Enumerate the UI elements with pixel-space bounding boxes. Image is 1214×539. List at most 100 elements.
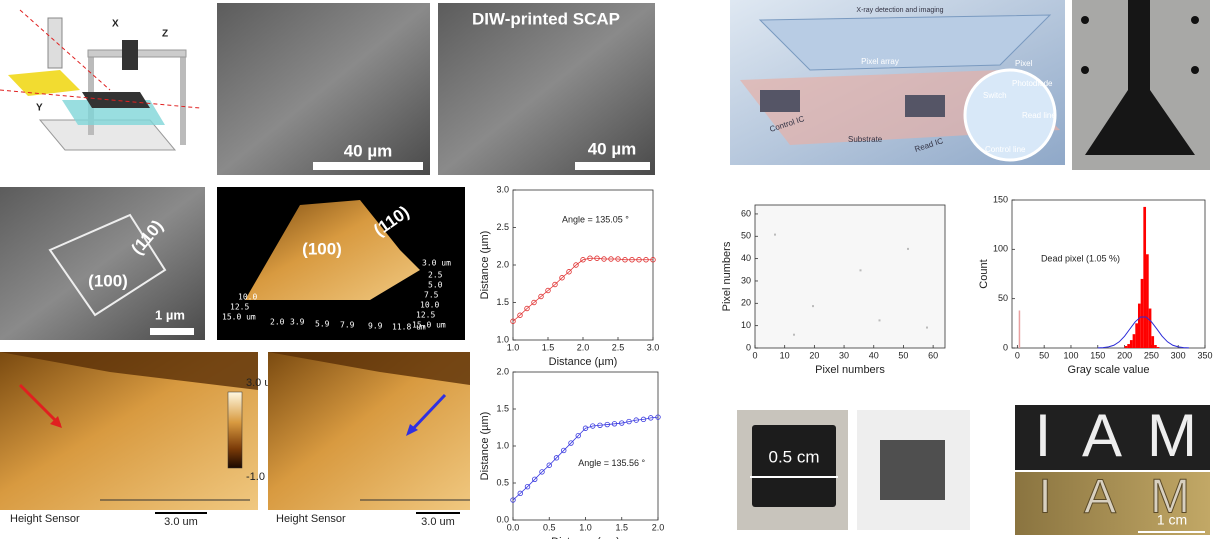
y-tick-label: 0	[746, 342, 751, 352]
printer-panel: X Z Y	[0, 0, 205, 175]
y-tick-label: 2.5	[496, 222, 509, 232]
data-point	[590, 423, 596, 429]
bar	[1151, 336, 1155, 348]
data-point	[575, 432, 581, 439]
x-tick-label: 0	[752, 350, 757, 360]
afm-tick: 15.0 um	[222, 313, 256, 322]
caption: Height Sensor	[276, 513, 346, 525]
bar	[1137, 303, 1141, 348]
y-tick-label: 50	[998, 293, 1008, 303]
afm-tick: 7.5	[424, 291, 439, 300]
letter: I	[1035, 402, 1052, 469]
y-tick-label: 0	[1003, 342, 1008, 352]
data-point	[594, 255, 600, 261]
print-pattern	[8, 70, 80, 96]
guide	[19, 9, 111, 91]
scale-bar	[575, 162, 650, 170]
y-tick-label: 3.0	[496, 184, 509, 194]
afm-tick: 2.0	[270, 318, 285, 327]
print	[82, 92, 150, 108]
data-point	[615, 256, 621, 262]
pixel-speck	[859, 269, 862, 272]
y-tick-label: 20	[741, 298, 751, 308]
x-tick-label: 10	[780, 350, 790, 360]
pixel-speck	[774, 233, 776, 236]
data-point	[640, 416, 647, 423]
plot-frame	[1011, 199, 1206, 349]
x-tick-label: 2.0	[652, 522, 665, 532]
x-tick-label: 0	[1015, 350, 1020, 360]
afm-tick: 10.0	[238, 293, 257, 302]
data-point	[568, 440, 574, 446]
sem-image	[217, 3, 430, 175]
detector-label: Read line	[1022, 111, 1056, 120]
x-tick-label: 0.5	[543, 522, 556, 532]
bar	[1146, 254, 1149, 348]
scale-bar	[150, 328, 194, 335]
detector-label: Photodiode	[1012, 79, 1053, 88]
afm-tick: 5.0	[428, 281, 443, 290]
pixel-speck	[812, 305, 814, 308]
data-point	[650, 257, 656, 263]
scale-label: 40 µm	[344, 141, 393, 160]
afm-tick: 3.0 um	[422, 259, 451, 268]
x-tick-label: 1.0	[579, 522, 592, 532]
afm-tick: 11.8 um	[392, 323, 426, 332]
data-point	[573, 262, 579, 268]
data-point	[517, 490, 523, 497]
data-point	[580, 257, 586, 263]
x-tick-label: 3.0	[647, 342, 660, 352]
y-axis-label: Pixel numbers	[721, 241, 733, 311]
afm-surface	[245, 200, 420, 300]
annotation: Angle = 135.56 °	[578, 458, 645, 468]
annotation: Dead pixel (1.05 %)	[1041, 254, 1120, 264]
x-tick-label: 100	[1063, 350, 1078, 360]
y-tick-label: 100	[993, 244, 1008, 254]
scale-bar	[313, 162, 423, 170]
y-tick-label: 1.5	[496, 403, 509, 413]
afm-tick: 2.5	[428, 271, 443, 280]
afm-tick: 12.5	[230, 303, 249, 312]
data-point	[524, 484, 531, 490]
letter: M	[1150, 471, 1190, 524]
guide	[0, 89, 201, 109]
x-tick-label: 60	[928, 350, 938, 360]
bar	[1143, 206, 1147, 348]
device	[1085, 0, 1195, 155]
x-tick-label: 2.0	[577, 342, 590, 352]
data-point	[648, 415, 654, 421]
scale-label: 40 µm	[588, 139, 637, 158]
pixel-speck	[926, 326, 928, 329]
y-axis-label: Count	[978, 259, 990, 288]
detector-label: Pixel	[1015, 59, 1033, 68]
x-tick-label: 2.5	[612, 342, 625, 352]
afm-tick: 10.0	[420, 301, 439, 310]
data-point	[538, 293, 544, 300]
chip	[752, 425, 836, 507]
y-tick-label: 1.5	[496, 297, 509, 307]
x-tick-label: 1.5	[615, 522, 628, 532]
x-tick-label: 30	[839, 350, 849, 360]
hole	[1191, 66, 1199, 74]
scintillator	[758, 14, 1052, 71]
scale-label: 0.5 cm	[768, 447, 819, 466]
data-point	[626, 418, 632, 425]
afm-tick: 12.5	[416, 311, 435, 320]
iam-image	[1015, 405, 1210, 470]
facet-label: (100)	[302, 239, 342, 258]
axis-label: X	[112, 19, 119, 30]
y-tick-label: 1.0	[496, 334, 509, 344]
iam-photo	[1015, 472, 1210, 535]
detector-label: Pixel array	[861, 57, 899, 66]
image-title: DIW-printed SCAP	[472, 9, 620, 28]
bar	[1154, 345, 1157, 348]
arrowhead	[50, 416, 62, 428]
ic	[905, 95, 945, 117]
afm-shadow	[0, 352, 258, 390]
plot-frame	[754, 204, 946, 349]
data-point	[546, 462, 552, 468]
data-point	[532, 476, 538, 482]
data-point	[510, 318, 516, 324]
x-tick-label: 20	[809, 350, 819, 360]
data-point	[553, 455, 560, 461]
